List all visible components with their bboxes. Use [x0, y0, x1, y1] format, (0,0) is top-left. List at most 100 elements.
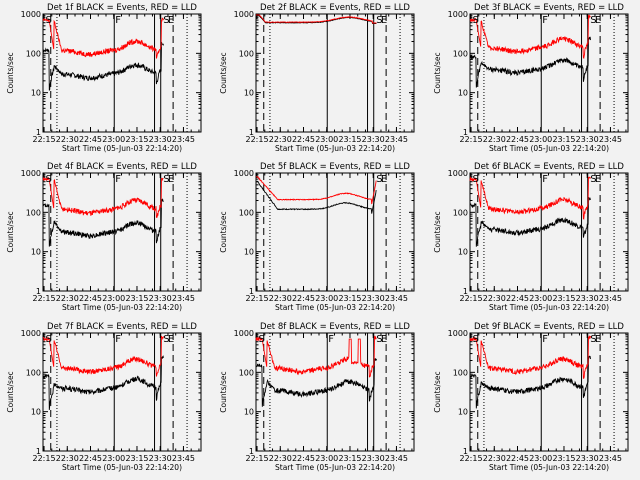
series-line-lld — [42, 17, 164, 59]
x-tick-label: 23:00 — [102, 294, 125, 303]
x-tick-label: 22:45 — [79, 294, 102, 303]
x-axis-label: Start Time (05-Jun-03 22:14:20) — [62, 303, 182, 312]
series-line-lld — [469, 14, 591, 60]
y-tick-label: 1 — [36, 447, 41, 456]
x-tick-label: 23:15 — [552, 294, 575, 303]
plot-frame — [255, 172, 415, 292]
x-tick-label: 23:00 — [315, 294, 338, 303]
chart-panel-det-5f: Det 5f BLACK = Events, RED = LLD 1 10 100 10… — [219, 162, 415, 312]
plot-frame — [42, 13, 202, 133]
y-tick-label: 100 — [26, 368, 41, 377]
series-line-lld — [256, 176, 377, 205]
series-line-lld — [256, 14, 377, 24]
event-marker-e: E — [168, 334, 174, 345]
chart-panel-det-2f: Det 2f BLACK = Events, RED = LLD 1 10 100 10… — [219, 3, 415, 153]
x-tick-label: 23:45 — [599, 294, 622, 303]
x-axis-label: Start Time (05-Jun-03 22:14:20) — [489, 463, 609, 472]
event-marker-s: S — [46, 15, 52, 26]
chart-title: Det 4f BLACK = Events, RED = LLD — [47, 162, 197, 172]
series-line-events — [469, 196, 591, 247]
y-tick-label: 100 — [453, 368, 468, 377]
series-line-lld — [42, 335, 164, 377]
y-axis-label: Counts/sec — [6, 211, 15, 252]
chart-title: Det 3f BLACK = Events, RED = LLD — [474, 3, 624, 13]
y-axis-label: Counts/sec — [219, 211, 228, 252]
x-axis-label: Start Time (05-Jun-03 22:14:20) — [62, 144, 182, 153]
chart-panel-det-3f: Det 3f BLACK = Events, RED = LLD 1 10 100 10… — [433, 3, 629, 153]
event-marker-s: S — [590, 15, 596, 26]
y-tick-label: 100 — [239, 368, 254, 377]
y-tick-label: 1 — [463, 287, 468, 296]
x-tick-label: 23:30 — [362, 135, 385, 144]
y-axis-label: Counts/sec — [433, 211, 442, 252]
x-tick-label: 23:45 — [385, 135, 408, 144]
x-tick-label: 22:30 — [483, 294, 506, 303]
x-tick-label: 22:45 — [79, 454, 102, 463]
x-tick-label: 22:30 — [56, 135, 79, 144]
x-tick-label: 23:15 — [552, 135, 575, 144]
x-tick-label: 22:45 — [506, 454, 529, 463]
x-tick-label: 23:45 — [385, 454, 408, 463]
x-tick-label: 22:45 — [79, 135, 102, 144]
x-tick-label: 22:30 — [483, 135, 506, 144]
x-tick-label: 23:45 — [172, 294, 195, 303]
chart-title: Det 8f BLACK = Events, RED = LLD — [260, 322, 410, 332]
x-axis-label: Start Time (05-Jun-03 22:14:20) — [489, 144, 609, 153]
series-line-lld — [42, 176, 164, 218]
y-tick-label: 100 — [239, 49, 254, 58]
event-marker-f: F — [328, 334, 334, 345]
event-marker-e: E — [595, 174, 601, 185]
y-axis-label: Counts/sec — [6, 371, 15, 412]
x-tick-label: 23:15 — [338, 135, 361, 144]
event-marker-s: S — [376, 334, 382, 345]
y-tick-label: 10 — [31, 89, 41, 98]
series-line-events — [42, 198, 164, 247]
event-marker-e: E — [595, 15, 601, 26]
x-tick-label: 22:15 — [33, 294, 56, 303]
event-marker-e: E — [168, 15, 174, 26]
event-marker-s: S — [473, 174, 479, 185]
event-marker-e: E — [381, 15, 387, 26]
plot-frame — [469, 332, 629, 452]
x-axis-label: Start Time (05-Jun-03 22:14:20) — [275, 144, 395, 153]
x-tick-label: 23:30 — [362, 294, 385, 303]
series-line-lld — [469, 335, 591, 379]
x-tick-label: 23:15 — [552, 454, 575, 463]
series-line-lld — [469, 176, 591, 220]
x-tick-label: 23:00 — [102, 135, 125, 144]
y-axis-label: Counts/sec — [433, 371, 442, 412]
x-tick-label: 23:00 — [315, 454, 338, 463]
event-marker-s: S — [590, 174, 596, 185]
y-tick-label: 100 — [26, 208, 41, 217]
x-tick-label: 23:45 — [385, 294, 408, 303]
x-tick-label: 22:30 — [269, 135, 292, 144]
y-axis-label: Counts/sec — [433, 52, 442, 93]
x-tick-label: 23:30 — [576, 454, 599, 463]
event-marker-s: S — [163, 334, 169, 345]
y-tick-label: 1000 — [234, 329, 254, 338]
event-marker-f: F — [542, 15, 548, 26]
y-tick-label: 1000 — [234, 10, 254, 19]
event-marker-e: E — [168, 174, 174, 185]
y-tick-label: 100 — [239, 208, 254, 217]
chart-panel-det-1f: Det 1f BLACK = Events, RED = LLD 1 10 100 10… — [6, 3, 202, 153]
x-tick-label: 22:15 — [246, 454, 269, 463]
x-tick-label: 22:45 — [292, 454, 315, 463]
y-tick-label: 100 — [453, 208, 468, 217]
x-axis-label: Start Time (05-Jun-03 22:14:20) — [275, 463, 395, 472]
y-tick-label: 1000 — [448, 10, 468, 19]
y-tick-label: 1 — [249, 287, 254, 296]
y-tick-label: 1000 — [448, 169, 468, 178]
series-line-events — [469, 36, 591, 88]
event-marker-e: E — [381, 174, 387, 185]
x-tick-label: 22:15 — [33, 135, 56, 144]
y-tick-label: 1000 — [234, 169, 254, 178]
event-marker-s: S — [259, 334, 265, 345]
y-axis-label: Counts/sec — [6, 52, 15, 93]
x-tick-label: 22:15 — [246, 294, 269, 303]
plot-frame — [255, 13, 415, 133]
y-axis-label: Counts/sec — [219, 52, 228, 93]
event-marker-s: S — [163, 174, 169, 185]
y-tick-label: 1 — [463, 447, 468, 456]
